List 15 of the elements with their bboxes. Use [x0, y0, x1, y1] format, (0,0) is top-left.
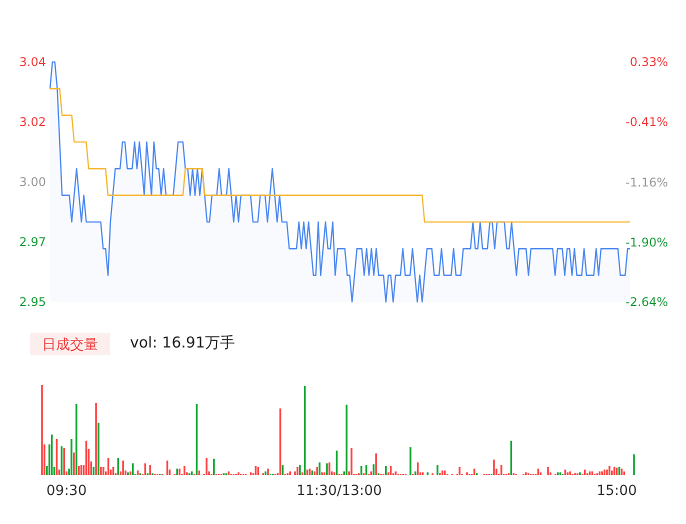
y2-tick-label: -1.16%: [626, 176, 668, 190]
y-tick-label: 2.97: [19, 235, 46, 250]
y-tick-label: 2.95: [19, 295, 46, 310]
y-tick-label: 3.00: [19, 175, 46, 190]
y2-tick-label: -1.90%: [626, 235, 668, 250]
y-tick-label: 3.02: [19, 115, 46, 130]
chart-subtitle: vol: 16.91万手: [130, 333, 235, 352]
y2-tick-label: -2.64%: [626, 295, 668, 310]
chart-title: 日成交量: [42, 336, 98, 353]
y-tick-label: 3.04: [19, 55, 46, 70]
y2-tick-label: -0.41%: [626, 115, 668, 129]
x-tick-label: 15:00: [596, 482, 637, 499]
y2-tick-label: 0.33%: [630, 55, 668, 70]
x-tick-label: 09:30: [46, 482, 87, 499]
x-tick-label: 11:30/13:00: [296, 482, 382, 499]
